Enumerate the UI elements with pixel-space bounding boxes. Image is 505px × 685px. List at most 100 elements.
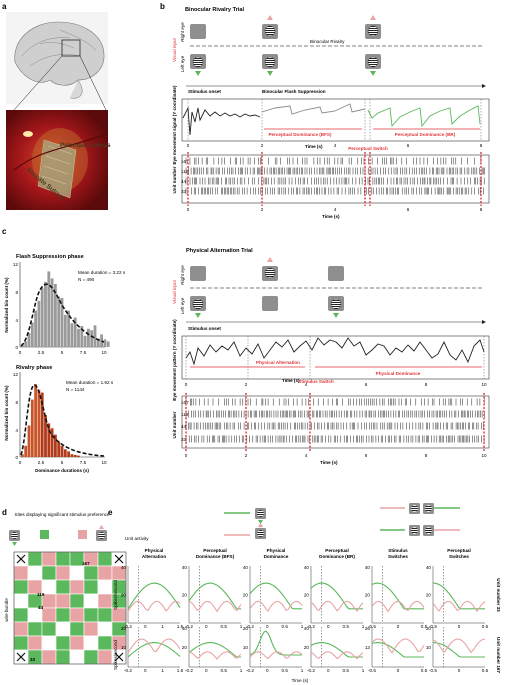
grid-cell	[27, 607, 43, 623]
svg-text:10: 10	[481, 382, 487, 387]
unit-number-label-b: Unit number	[172, 166, 177, 193]
psth-xtick: 1.5	[177, 668, 184, 673]
stimulus-switch-label: Stimulus Switch	[298, 379, 334, 384]
svg-text:8: 8	[425, 453, 428, 458]
hist-bar	[54, 434, 57, 457]
hist-bar	[67, 451, 70, 457]
psth-trace-pink	[127, 638, 181, 654]
svg-text:10: 10	[101, 460, 107, 465]
grid-cell	[97, 649, 113, 665]
svg-text:44: 44	[181, 424, 187, 429]
svg-text:0: 0	[19, 350, 22, 355]
hist-bar	[40, 392, 44, 457]
grid-cell	[13, 607, 29, 623]
brain-illustration	[6, 12, 108, 111]
svg-text:0: 0	[15, 455, 18, 460]
grid-cell	[55, 551, 71, 567]
svg-text:8: 8	[480, 143, 483, 148]
psth-trace-pink	[371, 600, 425, 613]
hist-fs-xticks: 0 2.5 5 7.5 10	[19, 350, 107, 355]
stimulus-preference-title: Sites displaying significant stimulus pr…	[15, 512, 110, 517]
psth-ytick: 20	[426, 593, 432, 598]
psth-ytick: 40	[182, 626, 188, 631]
raster-frame-c	[181, 395, 490, 449]
psth-trace-pink	[127, 600, 181, 612]
psth-column-title: Physical	[267, 548, 286, 553]
mean-duration-fs: Mean duration = 3.22 s	[78, 270, 126, 275]
raster-markers-c	[185, 393, 485, 451]
svg-text:0: 0	[19, 460, 22, 465]
grid-cell	[69, 649, 85, 665]
psth-trace-green	[249, 630, 302, 656]
psth-trace-green	[188, 582, 241, 610]
time-label-c: Time (s)	[282, 378, 300, 383]
unit-activity-label: Unit activity	[125, 536, 149, 541]
grid-cell	[13, 565, 29, 581]
unit-number-label-c: Unit number	[172, 411, 177, 438]
psth-trace-pink	[432, 638, 486, 654]
psth-trace-pink	[432, 600, 486, 613]
grid-cell	[55, 593, 71, 609]
psth-ytick: 40	[243, 565, 249, 570]
flash-suppression-label: Binocular Flash Suppression	[262, 89, 326, 94]
grid-cell	[13, 579, 29, 595]
hist-bar	[34, 310, 37, 347]
psth-xtick: -0.2	[307, 668, 315, 673]
perc-dominance-br-label: Perceptual Dominance (BR)	[395, 132, 456, 137]
eye-pattern-markers-c	[185, 336, 485, 379]
grid-cell	[41, 607, 57, 623]
svg-text:4: 4	[15, 318, 18, 323]
grid-cell	[83, 607, 99, 623]
right-eye-label-b: Right eye	[180, 22, 185, 42]
physical-alternation-trial-title: Physical Alternation Trial	[186, 248, 253, 254]
hist-bar	[34, 384, 37, 457]
psth-xtick: 0	[205, 668, 208, 673]
binocular-rivalry-label: Binocular Rivalry	[310, 39, 345, 44]
psth-column-title: Dominance	[264, 554, 289, 559]
psth-xtick: 0	[144, 668, 147, 673]
psth-ytick: 20	[121, 593, 127, 598]
svg-text:5: 5	[61, 460, 64, 465]
psth-ytick: 26	[365, 626, 371, 631]
svg-text:167: 167	[181, 159, 189, 164]
hist-bar	[47, 423, 51, 457]
svg-text:0: 0	[187, 207, 190, 212]
raster-frame-b	[181, 154, 490, 204]
svg-text:7.5: 7.5	[80, 350, 87, 355]
preference-grid	[13, 551, 127, 665]
svg-text:10: 10	[101, 350, 107, 355]
psth-trace-pink	[371, 638, 425, 654]
hist-xlabel: Dominance durations (s)	[35, 468, 89, 473]
hist-bar	[77, 455, 80, 457]
svg-text:10: 10	[481, 453, 487, 458]
hist-bar	[37, 300, 41, 347]
svg-text:4: 4	[305, 453, 308, 458]
hist-bar	[27, 333, 31, 347]
raster-ticks-b: 0 2 4 6 8	[187, 207, 483, 212]
svg-text:4: 4	[305, 382, 308, 387]
binocular-rivalry-trial-title: Binocular Rivalry Trial	[185, 7, 245, 13]
psth-trace-pink	[188, 600, 242, 613]
grid-cell	[13, 635, 29, 651]
stimulus-onset-label-c: Stimulus onset	[188, 326, 221, 331]
hist-bar	[70, 323, 74, 347]
hist-bar	[27, 425, 31, 457]
grid-cell	[69, 593, 85, 609]
raster-markers-b	[187, 152, 482, 206]
grid-cell	[83, 621, 99, 637]
svg-text:6: 6	[407, 143, 410, 148]
hist-riv-fit-curve	[20, 384, 105, 457]
svg-text:12: 12	[13, 262, 19, 267]
stimulus-icons-c	[190, 257, 344, 318]
grid-cell	[41, 649, 57, 665]
psth-ytick: 20	[121, 626, 127, 631]
grid-cell	[27, 551, 43, 567]
grid-cell	[41, 551, 57, 567]
grid-cell	[83, 635, 99, 651]
hist-fs-bars	[21, 271, 110, 347]
hist-bar	[47, 271, 51, 347]
psth-trace-pink	[310, 600, 364, 613]
grid-cell	[97, 593, 113, 609]
psth-column-title: Switches	[388, 554, 408, 559]
grid-cell	[27, 635, 43, 651]
